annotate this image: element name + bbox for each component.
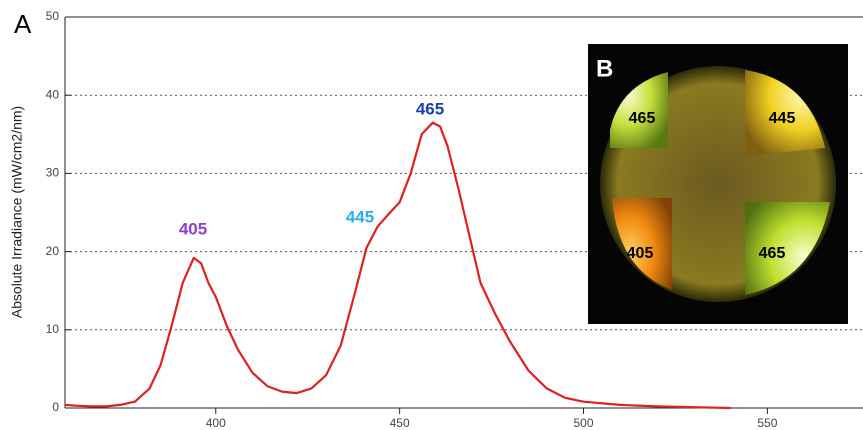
panel-label: A (14, 9, 32, 39)
x-tick-label: 400 (206, 416, 226, 430)
x-tick-label: 550 (757, 416, 777, 430)
x-tick-label: 450 (390, 416, 410, 430)
y-tick-label: 50 (46, 9, 60, 23)
inset-panel-label: B (596, 55, 613, 82)
peak-annotation: 445 (346, 207, 374, 226)
led-patch (612, 198, 672, 290)
inset-label: 405 (627, 245, 654, 262)
peak-annotation: 465 (416, 99, 444, 118)
led-patch (745, 202, 830, 295)
led-patch (745, 70, 825, 156)
y-tick-label: 30 (46, 166, 60, 180)
led-patch (610, 72, 668, 148)
inset-label: 445 (769, 110, 796, 127)
y-axis-label: Absolute Irradiance (mW/cm2/nm) (9, 106, 25, 318)
inset-label: 465 (759, 245, 786, 262)
peak-annotation: 405 (179, 219, 207, 238)
spectrum-line (64, 121, 731, 410)
y-tick-label: 40 (46, 87, 60, 101)
inset-photo: B 465 445 405 465 (588, 44, 848, 324)
y-tick-label: 10 (46, 322, 60, 336)
y-tick-label: 0 (52, 400, 59, 414)
y-tick-label: 20 (46, 244, 60, 258)
x-tick-label: 500 (574, 416, 594, 430)
inset-label: 465 (629, 110, 656, 127)
